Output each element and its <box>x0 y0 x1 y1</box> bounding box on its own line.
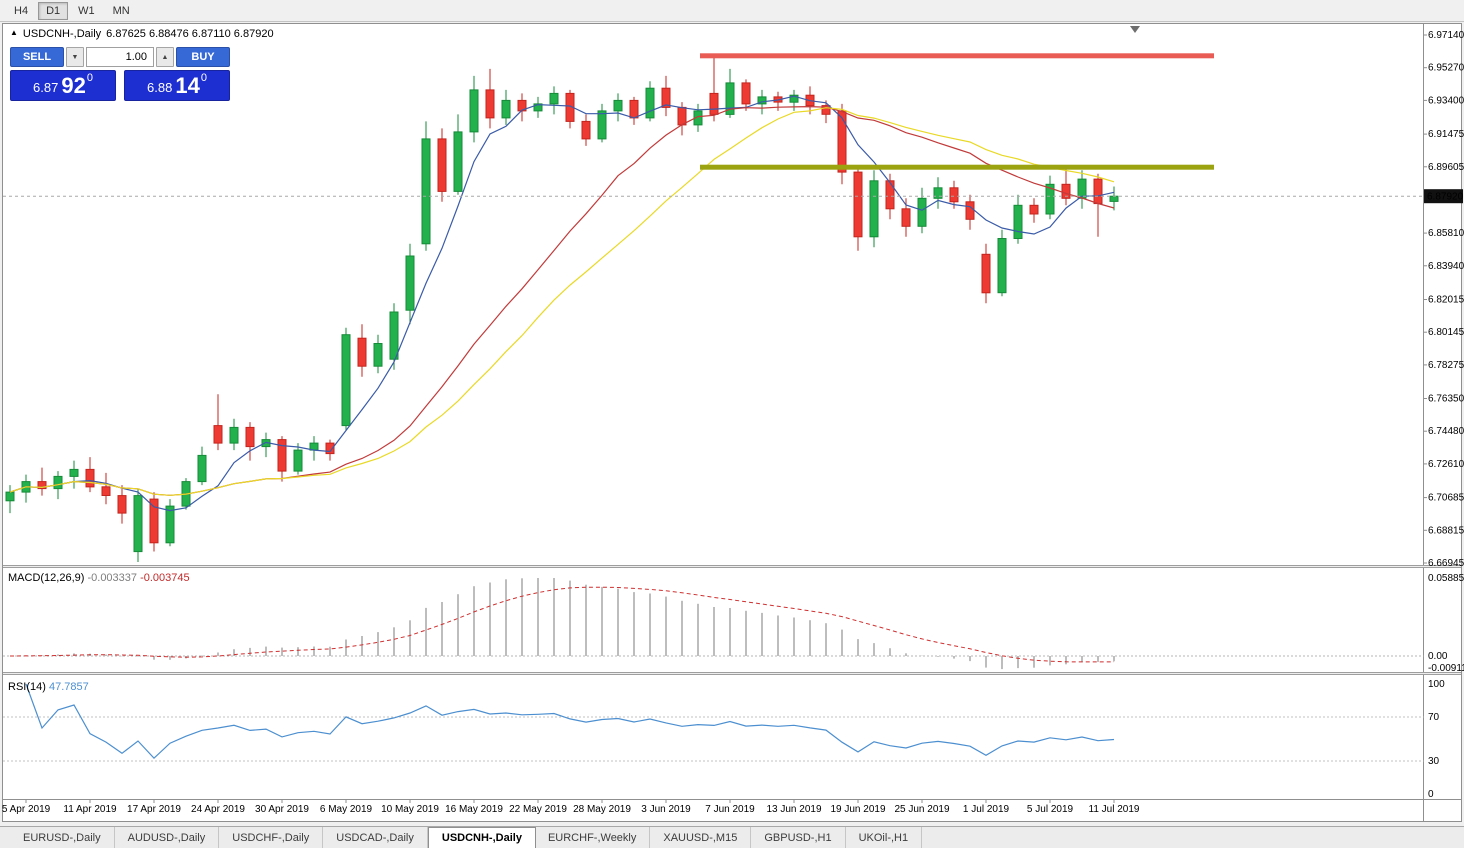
price-axis-label: 6.93400 <box>1428 95 1464 106</box>
date-axis-label: 19 Jun 2019 <box>830 804 885 815</box>
price-axis-label: 6.85810 <box>1428 228 1464 239</box>
timeframe-buttons-group: H4 D1 W1 MN <box>6 1 138 20</box>
buy-price-main: 6.88 <box>147 80 173 95</box>
sell-price-pips: 92 <box>61 73 86 98</box>
chart-tab-usdcad-daily[interactable]: USDCAD-,Daily <box>323 827 428 848</box>
macd-axis-label: 0.058851 <box>1428 573 1464 584</box>
chart-tab-usdchf-daily[interactable]: USDCHF-,Daily <box>219 827 324 848</box>
volume-input[interactable]: 1.00 <box>86 47 154 67</box>
date-axis-label: 1 Jul 2019 <box>963 804 1010 815</box>
buy-price-pips: 14 <box>175 73 200 98</box>
date-axis-label: 25 Jun 2019 <box>894 804 949 815</box>
macd-panel-splitter[interactable] <box>3 565 1461 568</box>
price-axis-label: 6.80145 <box>1428 327 1464 338</box>
date-axis-label: 28 May 2019 <box>573 804 631 815</box>
date-axis-label: 13 Jun 2019 <box>766 804 821 815</box>
date-axis-label: 5 Apr 2019 <box>2 804 51 815</box>
date-axis-label: 17 Apr 2019 <box>127 804 181 815</box>
volume-increase-button[interactable]: ▲ <box>156 47 174 67</box>
date-axis-label: 11 Jul 2019 <box>1089 804 1140 815</box>
date-axis-label: 22 May 2019 <box>509 804 567 815</box>
date-axis-label: 3 Jun 2019 <box>641 804 691 815</box>
sell-button[interactable]: SELL <box>10 47 64 67</box>
current-price-tag: 6.87920 <box>1424 189 1464 204</box>
date-axis-label: 5 Jul 2019 <box>1027 804 1074 815</box>
chart-window-background <box>2 23 1462 822</box>
timeframe-button-w1[interactable]: W1 <box>78 4 95 17</box>
buy-price-frac: 0 <box>200 72 207 84</box>
chart-tab-eurusd-daily[interactable]: EURUSD-,Daily <box>10 827 115 848</box>
price-axis[interactable]: 6.97140 6.95270 6.93400 6.91475 6.89605 6.858… <box>1423 30 1464 569</box>
chart-tabs-bar: EURUSD-,Daily AUDUSD-,Daily USDCHF-,Daily U… <box>0 826 1464 848</box>
price-axis-label: 6.95270 <box>1428 63 1464 74</box>
timeframe-button-mn[interactable]: MN <box>112 4 130 17</box>
price-axis-label: 6.66945 <box>1428 558 1464 569</box>
timeframe-toolbar: H4 D1 W1 MN <box>0 0 1464 22</box>
symbol-name: USDCNH-,Daily <box>22 28 102 40</box>
one-click-trading-panel: SELL ▼ 1.00 ▲ BUY 6.87 92 0 6.88 14 0 <box>10 47 230 101</box>
caret-down-icon: ▼ <box>71 53 79 61</box>
price-axis-label: 6.74480 <box>1428 426 1464 437</box>
rsi-line <box>25 683 1115 760</box>
price-axis-label: 6.70685 <box>1428 493 1464 504</box>
macd-label: MACD(12,26,9) -0.003337 -0.003745 <box>8 572 190 584</box>
buy-price-button[interactable]: 6.88 14 0 <box>124 70 230 101</box>
rsi-axis-label: 0 <box>1428 789 1434 800</box>
chart-tab-eurchf-weekly[interactable]: EURCHF-,Weekly <box>535 827 651 848</box>
chart-shift-marker-icon[interactable] <box>1130 26 1140 33</box>
price-axis-label: 6.82015 <box>1428 295 1464 306</box>
price-axis-label: 6.78275 <box>1428 360 1464 371</box>
chart-tab-usdcnh-daily[interactable]: USDCNH-,Daily <box>427 827 536 848</box>
date-axis-label: 11 Apr 2019 <box>63 804 117 815</box>
date-axis-label: 6 May 2019 <box>320 804 373 815</box>
sell-price-button[interactable]: 6.87 92 0 <box>10 70 116 101</box>
date-axis-label: 10 May 2019 <box>381 804 439 815</box>
sell-price-frac: 0 <box>86 72 93 84</box>
price-axis-label: 6.91475 <box>1428 129 1464 140</box>
macd-signal-line <box>9 586 1115 663</box>
ohlc-values: 6.87625 6.88476 6.87110 6.87920 <box>106 28 274 40</box>
chart-tab-ukoil-h1[interactable]: UKOil-,H1 <box>846 827 923 848</box>
rsi-label: RSI(14) 47.7857 <box>8 681 89 693</box>
price-axis-label: 6.97140 <box>1428 30 1464 41</box>
rsi-panel-splitter[interactable] <box>3 672 1461 675</box>
price-axis-label: 6.76350 <box>1428 394 1464 405</box>
price-axis-label: 6.89605 <box>1428 162 1464 173</box>
trade-prices-row: 6.87 92 0 6.88 14 0 <box>10 70 230 101</box>
date-axis[interactable]: 5 Apr 2019 11 Apr 2019 17 Apr 2019 24 Apr 2… <box>2 799 1140 816</box>
chart-tab-audusd-daily[interactable]: AUDUSD-,Daily <box>115 827 220 848</box>
chart-tab-xauusd-m15[interactable]: XAUUSD-,M15 <box>650 827 752 848</box>
chart-tab-gbpusd-h1[interactable]: GBPUSD-,H1 <box>751 827 846 848</box>
caret-up-icon: ▲ <box>161 53 169 61</box>
date-axis-label: 7 Jun 2019 <box>705 804 755 815</box>
symbol-collapse-icon[interactable]: ▲ <box>10 28 18 37</box>
buy-button[interactable]: BUY <box>176 47 230 67</box>
trade-controls-row: SELL ▼ 1.00 ▲ BUY <box>10 47 230 67</box>
macd-histogram <box>25 578 1115 670</box>
macd-axis-label: -0.009116 <box>1428 663 1464 674</box>
date-axis-label: 30 Apr 2019 <box>255 804 309 815</box>
macd-axis-label: 0.00 <box>1428 651 1448 662</box>
date-axis-label: 16 May 2019 <box>445 804 503 815</box>
volume-decrease-button[interactable]: ▼ <box>66 47 84 67</box>
rsi-axis-label: 70 <box>1428 712 1440 723</box>
macd-axis[interactable]: 0.058851 0.00-0.009116 <box>1428 573 1464 674</box>
resistance-line[interactable] <box>700 53 1214 59</box>
sell-price-main: 6.87 <box>33 80 59 95</box>
support-line[interactable] <box>700 164 1214 170</box>
date-axis-label: 24 Apr 2019 <box>191 804 245 815</box>
moving-average-24 <box>9 107 1115 496</box>
moving-average-5 <box>9 95 1115 512</box>
price-axis-label: 6.72610 <box>1428 459 1464 470</box>
rsi-axis[interactable]: 100 70 30 0 <box>1428 679 1445 800</box>
rsi-axis-label: 100 <box>1428 679 1445 690</box>
price-axis-label: 6.68815 <box>1428 525 1464 536</box>
timeframe-button-d1[interactable]: D1 <box>38 1 69 20</box>
price-axis-label: 6.83940 <box>1428 261 1464 272</box>
timeframe-button-h4[interactable]: H4 <box>14 4 29 17</box>
chart-title: ▲ USDCNH-,Daily 6.87625 6.88476 6.87110 … <box>10 28 274 40</box>
rsi-axis-label: 30 <box>1428 756 1440 767</box>
svg-text:6.87920: 6.87920 <box>1427 192 1464 203</box>
